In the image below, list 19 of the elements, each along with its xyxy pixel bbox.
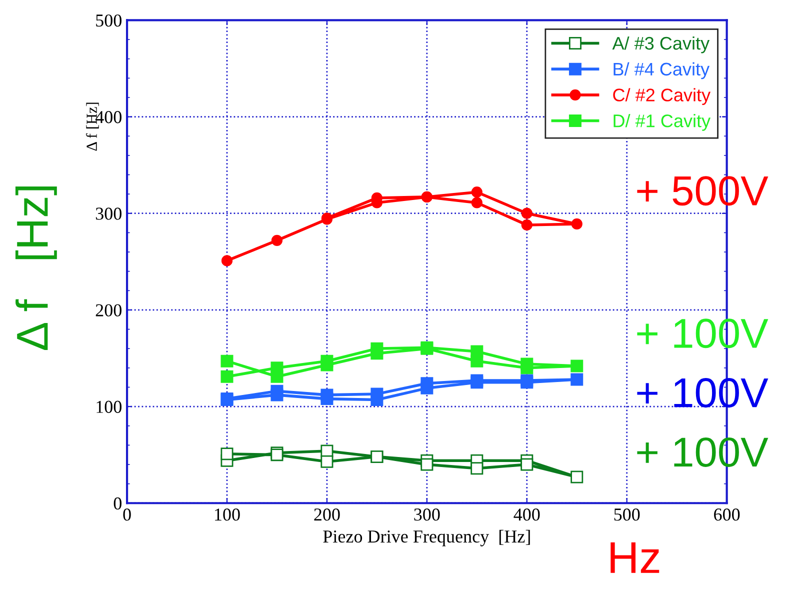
y-tick-label: 500 <box>96 14 122 27</box>
x-tick-label: 0 <box>123 508 131 521</box>
y-tick-label: 0 <box>114 497 122 510</box>
legend-label: B/ #4 Cavity <box>614 62 710 80</box>
legend-label: D/ #1 Cavity <box>614 114 711 131</box>
x-tick-label: 400 <box>514 508 540 521</box>
x-tick-label: 300 <box>414 508 440 521</box>
x-axis-title: Piezo Drive Frequency [Hz] <box>323 530 530 546</box>
x-tick-label: 200 <box>314 508 340 521</box>
legend-label: A/ #3 Cavity <box>612 36 710 54</box>
text: Δ f [Hz] <box>15 186 57 350</box>
y-tick-label: 100 <box>96 400 122 413</box>
x-tick-label: 100 <box>215 508 240 521</box>
x-tick-label: 500 <box>614 508 640 521</box>
y-tick-label: 300 <box>96 208 122 220</box>
legend-label: C/ #2 Cavity <box>613 88 711 105</box>
x-tick-label: 600 <box>714 508 740 521</box>
text: Hz <box>610 542 660 573</box>
y-tick-label: 200 <box>96 304 122 316</box>
